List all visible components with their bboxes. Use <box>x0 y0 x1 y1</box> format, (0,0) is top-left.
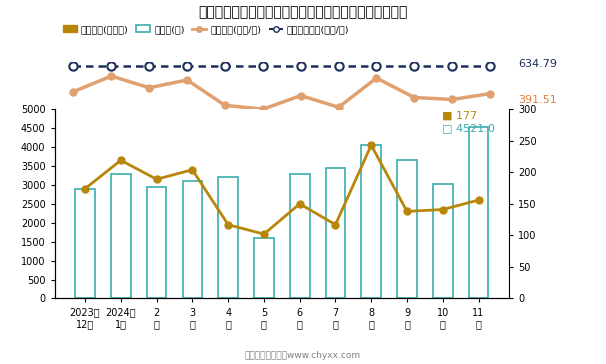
Text: □ 4521.0: □ 4521.0 <box>442 123 495 133</box>
Bar <box>147 187 167 298</box>
Bar <box>397 160 417 298</box>
Bar <box>468 127 488 298</box>
Legend: 出口金额(万美元), 出口量(辆), 出口均价(美元/辆), 全国出口均价(美元/辆): 出口金额(万美元), 出口量(辆), 出口均价(美元/辆), 全国出口均价(美元… <box>59 21 353 37</box>
Text: 制图：智研咨询｜www.chyxx.com: 制图：智研咨询｜www.chyxx.com <box>245 351 361 360</box>
Bar <box>254 238 274 298</box>
Bar <box>111 174 131 298</box>
Bar <box>433 184 453 298</box>
Bar <box>182 181 202 298</box>
Text: 634.79: 634.79 <box>518 59 557 69</box>
Bar <box>290 174 310 298</box>
Bar <box>218 177 238 298</box>
Text: 391.51: 391.51 <box>518 95 557 105</box>
Bar <box>325 168 345 298</box>
Text: ■ 177: ■ 177 <box>442 110 478 120</box>
Text: 近一年济南大隆机车工业有限公司摩托车出口情况统计图: 近一年济南大隆机车工业有限公司摩托车出口情况统计图 <box>198 5 408 19</box>
Bar <box>361 145 381 298</box>
Bar <box>75 189 95 298</box>
